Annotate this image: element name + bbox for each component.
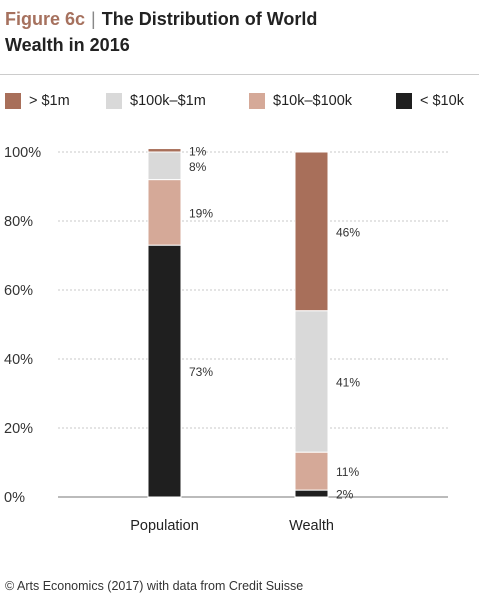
title-line-1: Figure 6c | The Distribution of World <box>5 6 470 32</box>
gridlines <box>58 151 448 498</box>
bar-segment <box>294 451 329 491</box>
legend-item-lt-10k: < $10k <box>396 90 464 112</box>
y-tick-label: 60% <box>4 283 33 299</box>
legend-item-100k-1m: $100k–$1m <box>106 90 206 112</box>
y-tick-label: 80% <box>4 214 33 230</box>
stacked-bar-chart: 0% 20% 40% 60% 80% 100% 73% 19% 8% 1% 2% 11% 41% 46%… <box>4 144 448 534</box>
bar-segment <box>147 148 182 153</box>
x-category-label: Wealth <box>289 518 334 534</box>
legend-label-10k-100k: $10k–$100k <box>273 93 353 109</box>
data-label: 19% <box>189 206 213 220</box>
y-tick-label: 100% <box>4 145 41 161</box>
legend-label-100k-1m: $100k–$1m <box>130 93 206 109</box>
x-category-label: Population <box>130 518 199 534</box>
bar-segment <box>147 179 182 246</box>
data-label: 11% <box>336 465 359 479</box>
legend-label-lt-10k: < $10k <box>420 93 464 109</box>
legend-item-10k-100k: $10k–$100k <box>249 90 352 112</box>
data-label: 1% <box>189 144 207 158</box>
title-divider <box>0 74 479 75</box>
legend-swatch-gt-1m <box>5 93 21 109</box>
y-tick-label: 0% <box>4 490 25 506</box>
y-axis-ticks: 0% 20% 40% 60% 80% 100% <box>4 145 41 506</box>
legend-item-gt-1m: > $1m <box>5 90 70 112</box>
x-axis-categories: Population Wealth <box>130 518 334 534</box>
y-tick-label: 20% <box>4 421 33 437</box>
bar-segment <box>147 151 182 181</box>
data-label: 2% <box>336 488 354 502</box>
bars <box>147 148 329 498</box>
bar-segment <box>294 489 329 498</box>
data-label: 46% <box>336 225 360 239</box>
source-note: © Arts Economics (2017) with data from C… <box>5 579 304 593</box>
data-label: 41% <box>336 375 360 389</box>
data-label: 73% <box>189 365 213 379</box>
y-tick-label: 40% <box>4 352 33 368</box>
data-label: 8% <box>189 160 207 174</box>
title-text-line1: The Distribution of World <box>101 9 318 29</box>
legend-label-gt-1m: > $1m <box>29 93 70 109</box>
legend-swatch-10k-100k <box>249 93 265 109</box>
bar-segment <box>294 310 329 453</box>
legend-swatch-lt-10k <box>396 93 412 109</box>
legend-swatch-100k-1m <box>106 93 122 109</box>
bar-segment <box>147 244 182 498</box>
data-labels: 73% 19% 8% 1% 2% 11% 41% 46% <box>189 144 360 501</box>
chart-title: Figure 6c | The Distribution of World Weal… <box>5 6 470 58</box>
title-line-2: Wealth in 2016 <box>5 35 130 55</box>
legend: > $1m $100k–$1m $10k–$100k < $10k <box>5 90 475 112</box>
bar-segment <box>294 151 329 312</box>
title-separator: | <box>91 9 96 29</box>
figure-label: Figure 6c <box>5 9 86 29</box>
